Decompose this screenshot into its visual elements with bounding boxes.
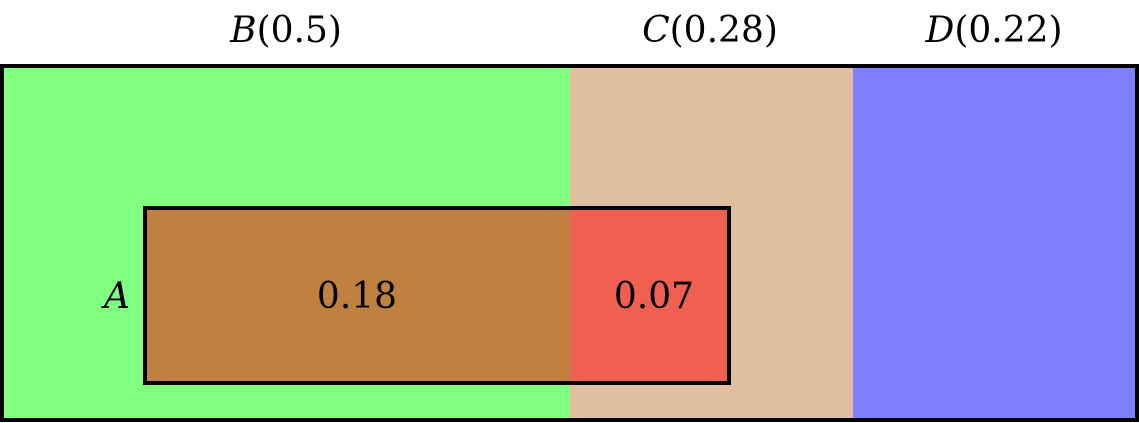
label-b: B(0.5) [229,10,342,51]
value-a-and-b: 0.18 [317,276,397,317]
label-c: C(0.28) [642,10,778,51]
intersection-a-c [570,208,729,383]
intersection-a-b [145,208,570,383]
event-a-border [143,206,731,385]
sample-space-border [0,64,1139,422]
label-a: A [101,276,130,317]
label-d: D(0.22) [924,10,1062,51]
region-d [853,66,1137,420]
value-a-and-c: 0.07 [614,276,694,317]
